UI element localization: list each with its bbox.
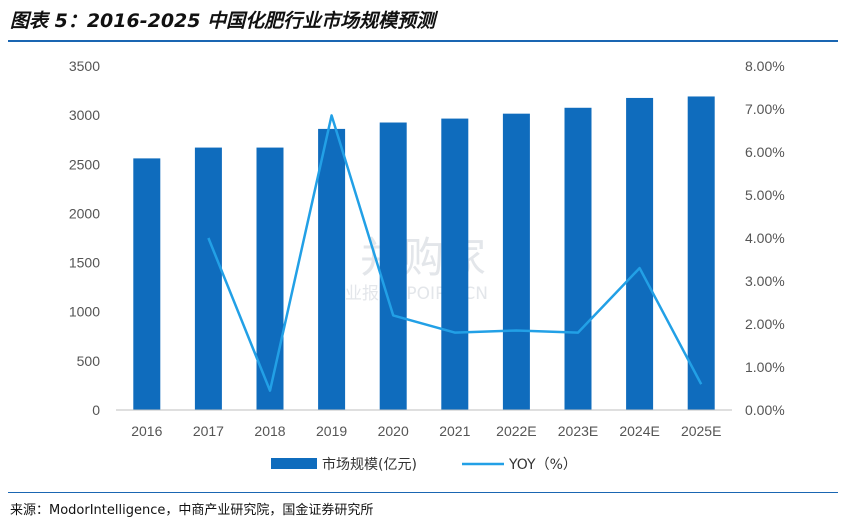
x-tick-label: 2025E: [681, 423, 721, 439]
y-right-tick-label: 4.00%: [745, 230, 785, 246]
x-tick-label: 2020: [378, 423, 409, 439]
title-rule: [8, 40, 838, 42]
bar: [441, 118, 469, 410]
line-series: [207, 114, 703, 392]
bar: [256, 147, 284, 410]
bar: [194, 147, 222, 410]
y-right-tick-label: 0.00%: [745, 402, 785, 418]
y-right-tick-label: 6.00%: [745, 144, 785, 160]
bar: [318, 128, 346, 410]
legend-label-bar: 市场规模(亿元): [322, 456, 417, 473]
y-right-tick-label: 7.00%: [745, 101, 785, 117]
bar: [564, 107, 592, 411]
bar: [379, 122, 407, 410]
y-right-tick-label: 8.00%: [745, 58, 785, 74]
x-tick-label: 2024E: [619, 423, 659, 439]
y-right-tick-label: 5.00%: [745, 187, 785, 203]
y-left-tick-label: 1500: [69, 255, 100, 271]
x-tick-label: 2018: [254, 423, 285, 439]
x-tick-label: 2019: [316, 423, 347, 439]
bar: [133, 158, 161, 410]
x-tick-label: 2021: [439, 423, 470, 439]
y-left-tick-label: 3000: [69, 107, 100, 123]
x-tick-label: 2016: [131, 423, 162, 439]
y-right-tick-label: 2.00%: [745, 316, 785, 332]
x-tick-label: 2023E: [558, 423, 598, 439]
y-right-tick-label: 1.00%: [745, 359, 785, 375]
bar: [502, 113, 530, 410]
y-left-tick-label: 2500: [69, 156, 100, 172]
chart: 并购家 行业报告 IPOIPO.CN 050010001500200025003…: [69, 58, 785, 473]
source-note: 来源：ModorIntelligence，中商产业研究院，国金证券研究所: [10, 503, 374, 518]
axes: 0 500 1000 1500 2000 2500 3000 3500 0.00% 1.00% 2.…: [69, 58, 785, 439]
y-left-tick-label: 3500: [69, 58, 100, 74]
x-tick-label: 2022E: [496, 423, 536, 439]
y-left-tick-label: 1000: [69, 304, 100, 320]
figure-title: 图表 5：2016-2025 中国化肥行业市场规模预测: [10, 10, 436, 32]
legend-swatch-bar: [271, 458, 317, 469]
y-left-tick-label: 500: [77, 353, 101, 369]
x-tick-label: 2017: [193, 423, 224, 439]
legend-label-line: YOY（%）: [508, 457, 577, 473]
y-left-tick-label: 0: [92, 402, 100, 418]
legend: 市场规模(亿元) YOY（%）: [271, 456, 577, 473]
source-rule: [8, 492, 838, 493]
bar: [687, 96, 715, 411]
y-right-tick-label: 3.00%: [745, 273, 785, 289]
y-left-tick-label: 2000: [69, 205, 100, 221]
bar: [626, 97, 654, 410]
